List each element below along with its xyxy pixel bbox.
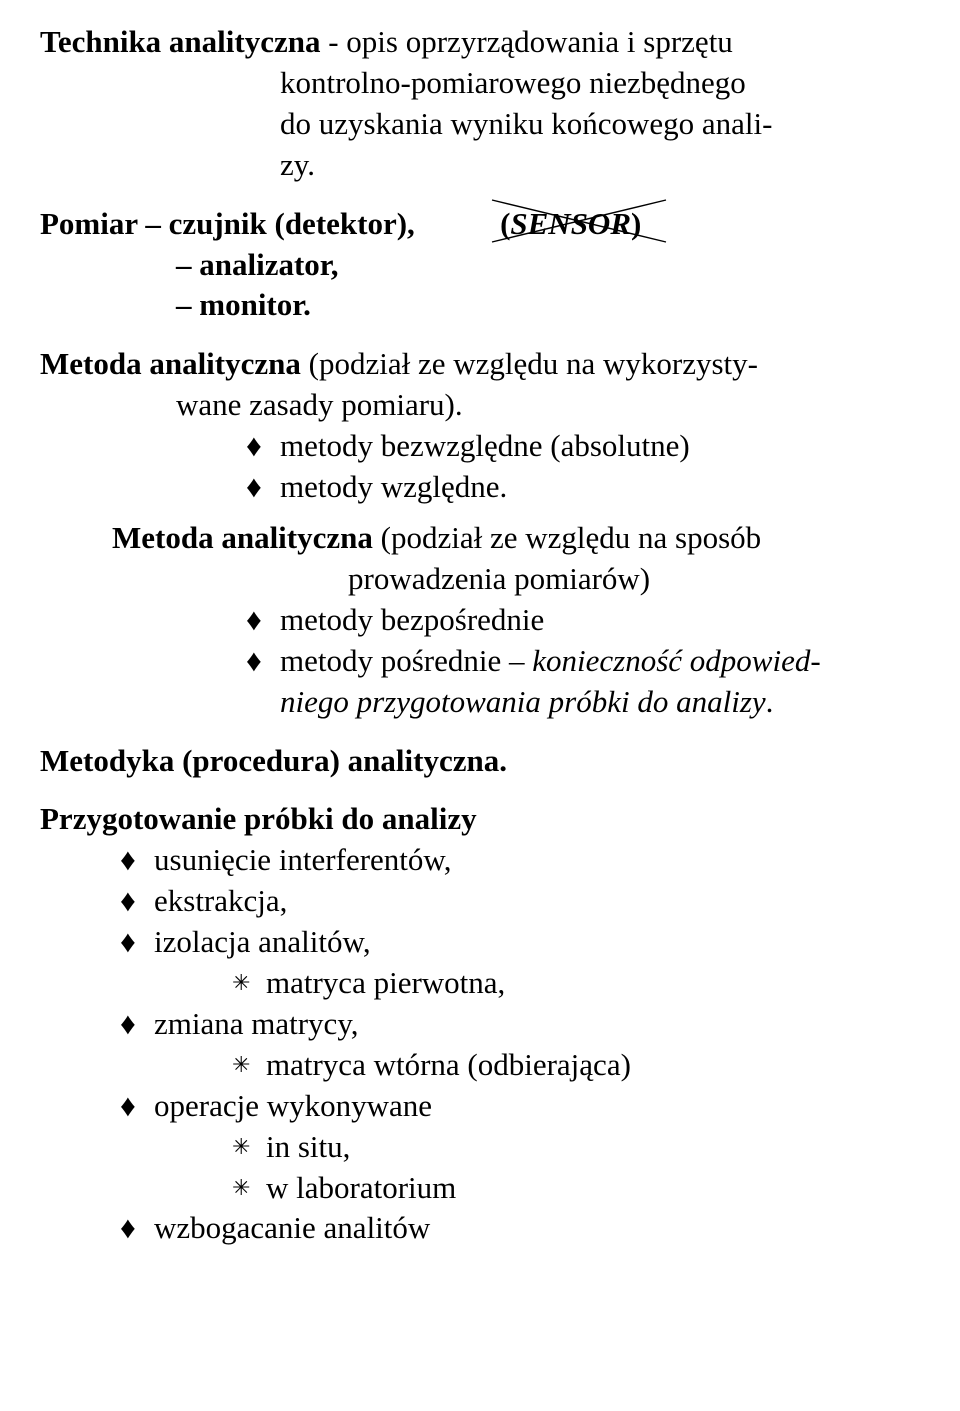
technika-l2: kontrolno-pomiarowego niezbędnego	[280, 65, 746, 100]
metoda2-b2b: konieczność odpowied-	[532, 643, 820, 678]
metoda1-b2: metody względne.	[280, 467, 960, 508]
pomiar-l3: – monitor.	[176, 285, 960, 326]
technika-rest: - opis oprzyrządowania i sprzętu	[320, 24, 732, 59]
diamond-icon: ♦	[120, 922, 154, 963]
technika-l3: do uzyskania wyniku końcowego anali-	[280, 106, 772, 141]
metoda2-b2a: metody pośrednie –	[280, 643, 532, 678]
metoda1-line1: Metoda analityczna (podział ze względu n…	[40, 344, 960, 426]
list-item: ♦ wzbogacanie analitów	[120, 1208, 960, 1249]
diamond-icon: ♦	[246, 641, 280, 682]
metoda1-rest: (podział ze względu na wykorzysty-	[301, 346, 758, 381]
przyg-bullets: ♦ usunięcie interferentów, ♦ ekstrakcja,…	[40, 840, 960, 1249]
technika-l4: zy.	[280, 147, 315, 182]
przyg-head: Przygotowanie próbki do analizy	[40, 799, 960, 840]
list-item: ✳ matryca pierwotna,	[232, 963, 960, 1004]
pomiar-sublist: – analizator, – monitor.	[40, 245, 960, 327]
metoda1-bold: Metoda analityczna	[40, 346, 301, 381]
metoda2-bullets: ♦ metody bezpośrednie ♦ metody pośrednie…	[40, 600, 960, 723]
diamond-icon: ♦	[120, 1086, 154, 1127]
przyg-b5: operacje wykonywane	[154, 1086, 960, 1127]
sensor-crossed: (SENSOR)	[500, 204, 641, 245]
para-metoda1: Metoda analityczna (podział ze względu n…	[40, 344, 960, 722]
diamond-icon: ♦	[120, 1004, 154, 1045]
asterisk-icon: ✳	[232, 963, 266, 1003]
pomiar-l2: – analizator,	[176, 245, 960, 286]
para-technika: Technika analityczna - opis oprzyrządowa…	[40, 22, 960, 186]
przyg-b6: wzbogacanie analitów	[154, 1208, 960, 1249]
metoda2-b2-cont: niego przygotowania próbki do analizy.	[246, 682, 960, 723]
pomiar-l1-text: Pomiar – czujnik (detektor),	[40, 206, 415, 241]
list-item: ✳ in situ,	[232, 1127, 960, 1168]
sensor-close: )	[631, 206, 641, 241]
przyg-b5-sub: ✳ in situ, ✳ w laboratorium	[120, 1127, 960, 1209]
metoda2-b1: metody bezpośrednie	[280, 600, 960, 641]
metoda1-b1: metody bezwzględne (absolutne)	[280, 426, 960, 467]
asterisk-icon: ✳	[232, 1045, 266, 1085]
list-item: ♦ metody względne.	[246, 467, 960, 508]
list-item: ✳ w laboratorium	[232, 1168, 960, 1209]
przyg-b5-s2: w laboratorium	[266, 1168, 960, 1209]
para-pomiar: Pomiar – czujnik (detektor), (SENSOR) – …	[40, 204, 960, 327]
sensor-word: SENSOR	[510, 206, 631, 241]
metoda2-bold: Metoda analityczna	[112, 520, 373, 555]
przyg-b3: izolacja analitów,	[154, 922, 960, 963]
technika-bold: Technika analityczna	[40, 24, 320, 59]
przyg-b4: zmiana matrycy,	[154, 1004, 960, 1045]
metoda2-b2c: niego przygotowania próbki do analizy	[280, 684, 766, 719]
przyg-b4-sub: ✳ matryca wtórna (odbierająca)	[120, 1045, 960, 1086]
metoda1-l2: wane zasady pomiaru).	[176, 387, 463, 422]
sensor-open: (	[500, 206, 510, 241]
diamond-icon: ♦	[120, 840, 154, 881]
para-metodyka: Metodyka (procedura) analityczna.	[40, 741, 960, 782]
metoda2-b2: metody pośrednie – konieczność odpowied-	[280, 641, 960, 682]
list-item: ✳ matryca wtórna (odbierająca)	[232, 1045, 960, 1086]
diamond-icon: ♦	[246, 467, 280, 508]
diamond-icon: ♦	[246, 600, 280, 641]
przyg-b3-sub: ✳ matryca pierwotna,	[120, 963, 960, 1004]
przyg-b5-s1: in situ,	[266, 1127, 960, 1168]
przyg-b2: ekstrakcja,	[154, 881, 960, 922]
asterisk-icon: ✳	[232, 1127, 266, 1167]
pomiar-line1: Pomiar – czujnik (detektor), (SENSOR)	[40, 204, 960, 245]
asterisk-icon: ✳	[232, 1168, 266, 1208]
list-item: ♦ metody pośrednie – konieczność odpowie…	[246, 641, 960, 682]
metoda2-rest: (podział ze względu na sposób	[373, 520, 761, 555]
przyg-b4-s1: matryca wtórna (odbierająca)	[266, 1045, 960, 1086]
metoda1-bullets: ♦ metody bezwzględne (absolutne) ♦ metod…	[40, 426, 960, 508]
przyg-b1: usunięcie interferentów,	[154, 840, 960, 881]
para-przygotowanie: Przygotowanie próbki do analizy ♦ usunię…	[40, 799, 960, 1249]
przyg-b3-s1: matryca pierwotna,	[266, 963, 960, 1004]
list-item: ♦ zmiana matrycy,	[120, 1004, 960, 1045]
metoda2-line1: Metoda analityczna (podział ze względu n…	[76, 518, 960, 600]
diamond-icon: ♦	[120, 881, 154, 922]
diamond-icon: ♦	[120, 1208, 154, 1249]
list-item: ♦ usunięcie interferentów,	[120, 840, 960, 881]
metoda2-l2: prowadzenia pomiarów)	[348, 561, 650, 596]
diamond-icon: ♦	[246, 426, 280, 467]
metoda2-b2d: .	[766, 684, 774, 719]
list-item: ♦ izolacja analitów,	[120, 922, 960, 963]
list-item: ♦ metody bezwzględne (absolutne)	[246, 426, 960, 467]
list-item: ♦ operacje wykonywane	[120, 1086, 960, 1127]
list-item: ♦ ekstrakcja,	[120, 881, 960, 922]
list-item: ♦ metody bezpośrednie	[246, 600, 960, 641]
